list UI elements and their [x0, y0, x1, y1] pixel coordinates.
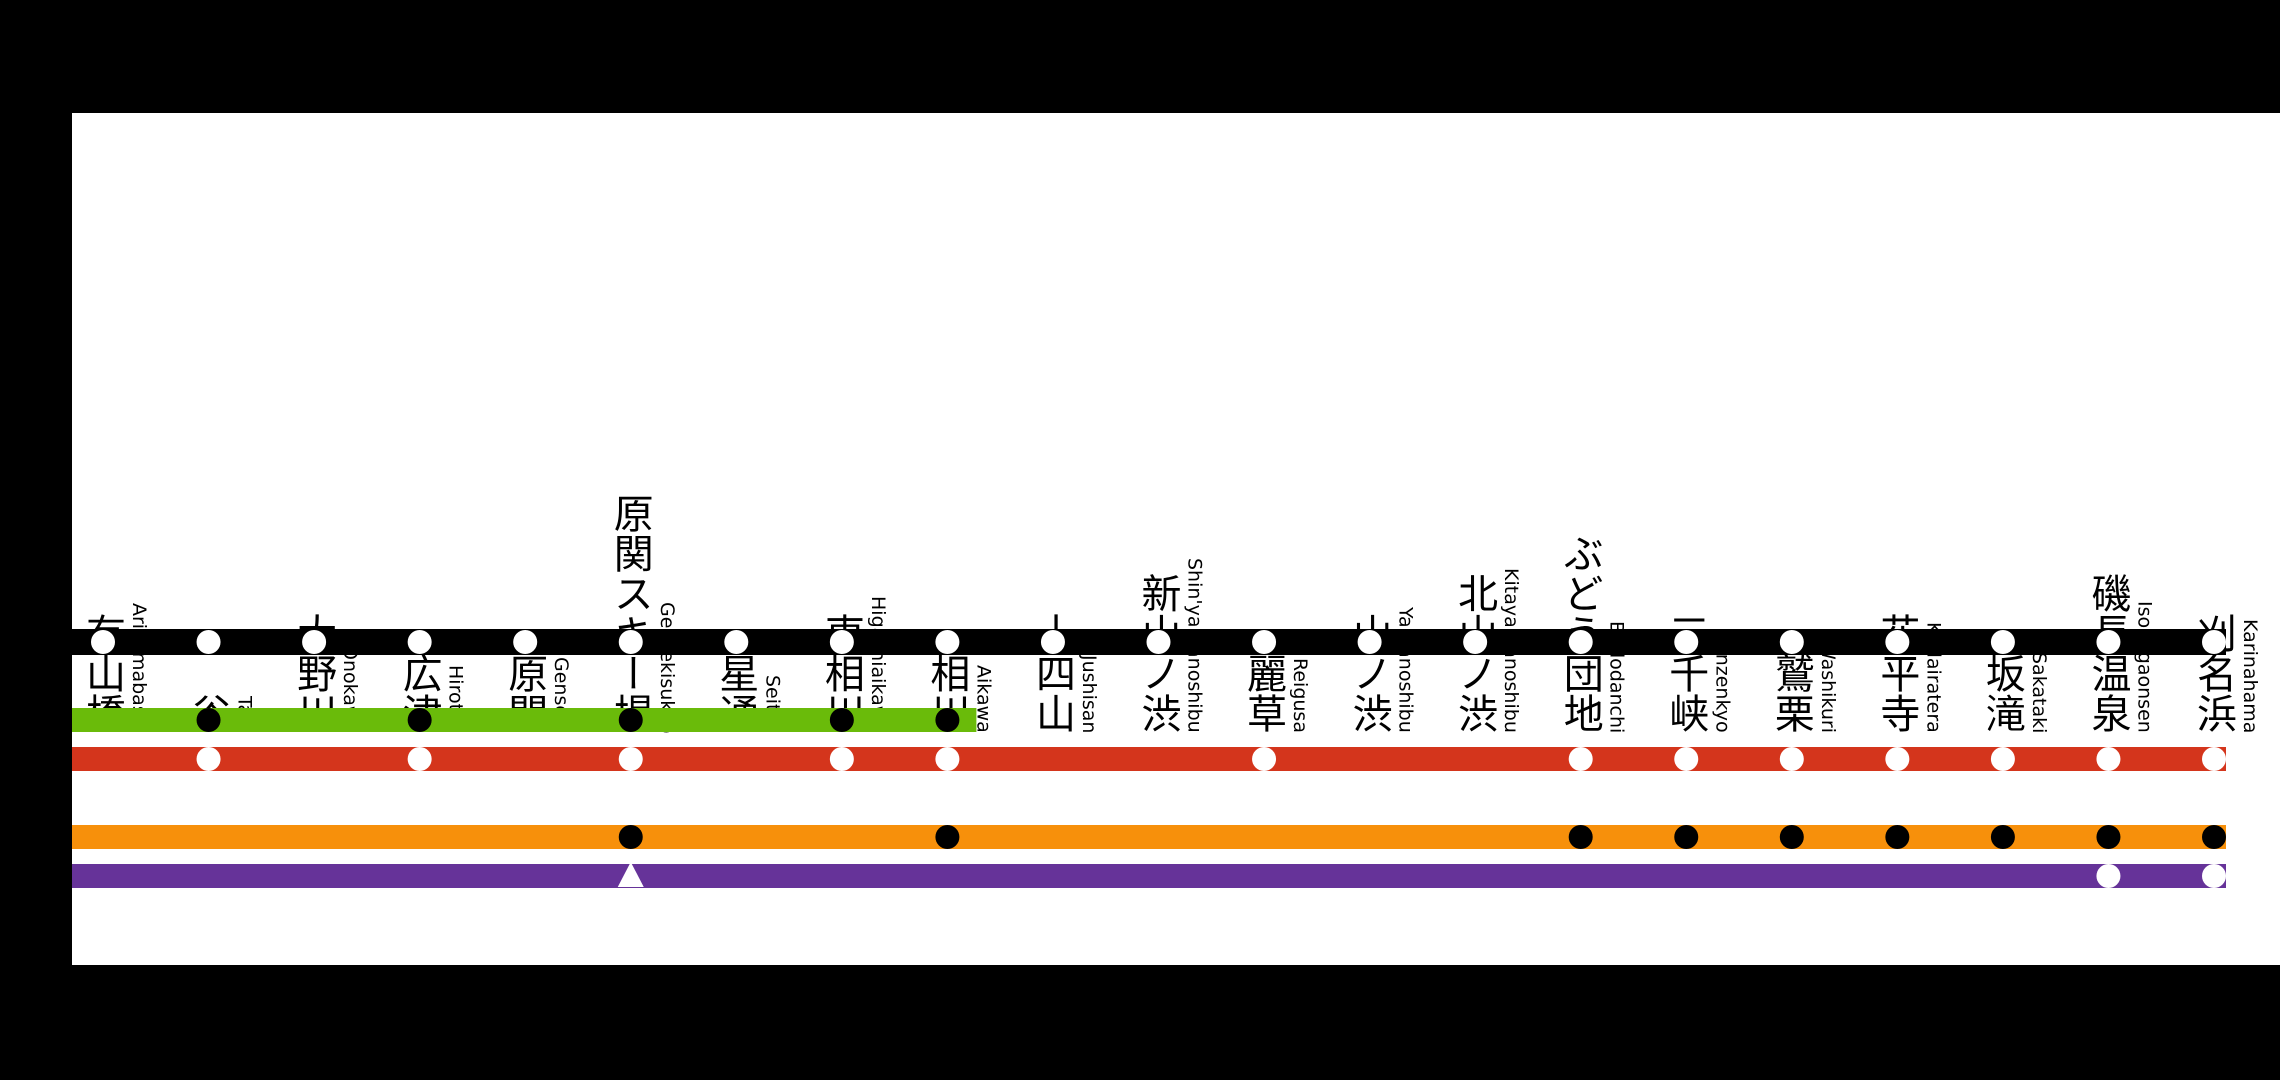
station-name-romaji: Sakataki — [2027, 651, 2050, 733]
main-stop-marker — [1463, 630, 1488, 654]
main-stop-marker — [302, 630, 327, 654]
purple-pass-marker — [617, 862, 644, 887]
red-stop-marker — [1252, 747, 1277, 771]
station-label: 鷲栗 Washikuri — [1737, 113, 1847, 733]
orange-stop-marker — [1674, 825, 1699, 849]
main-stop-marker — [618, 630, 643, 654]
red-stop-marker — [1568, 747, 1593, 771]
station-name-romaji: Washikuri — [1816, 641, 1839, 733]
orange-stop-marker — [1885, 825, 1910, 849]
orange-stop-marker — [1990, 825, 2015, 849]
orange-stop-marker — [935, 825, 960, 849]
red-stop-marker — [1990, 747, 2015, 771]
purple-service-line — [72, 864, 2226, 888]
main-stop-marker — [2202, 630, 2226, 654]
red-stop-marker — [2202, 747, 2226, 771]
orange-stop-marker — [618, 825, 643, 849]
station-name-ja: 原関スキー場 — [606, 493, 653, 733]
station-label: 麗草 Reigusa — [1209, 113, 1319, 733]
green-stop-marker — [196, 708, 221, 732]
green-stop-marker — [618, 708, 643, 732]
orange-stop-marker — [1568, 825, 1593, 849]
main-stop-marker — [1146, 630, 1171, 654]
main-stop-marker — [513, 630, 538, 654]
red-stop-marker — [935, 747, 960, 771]
purple-stop-marker — [2202, 864, 2226, 888]
green-service-line — [72, 708, 977, 732]
red-stop-marker — [618, 747, 643, 771]
orange-stop-marker — [1779, 825, 1804, 849]
main-stop-marker — [196, 630, 221, 654]
orange-stop-marker — [2202, 825, 2226, 849]
station-name-ja: 麗草 — [1240, 653, 1287, 733]
red-stop-marker — [196, 747, 221, 771]
main-stop-marker — [1040, 630, 1065, 654]
station-name-romaji: Reigusa — [1289, 658, 1312, 733]
red-stop-marker — [2096, 747, 2121, 771]
main-stop-marker — [1568, 630, 1593, 654]
green-stop-marker — [407, 708, 432, 732]
main-stop-marker — [1990, 630, 2015, 654]
main-stop-marker — [1779, 630, 1804, 654]
red-stop-marker — [1779, 747, 1804, 771]
station-name-ja: 坂滝 — [1978, 653, 2025, 733]
main-stop-marker — [407, 630, 432, 654]
green-stop-marker — [935, 708, 960, 732]
main-stop-marker — [1885, 630, 1910, 654]
station-name-romaji: Karinahama — [2239, 618, 2261, 733]
station-name-ja: 鷲栗 — [1767, 653, 1814, 733]
route-diagram — [72, 629, 2226, 888]
red-stop-marker — [1674, 747, 1699, 771]
red-stop-marker — [829, 747, 854, 771]
purple-stop-marker — [2096, 864, 2121, 888]
green-stop-marker — [829, 708, 854, 732]
main-stop-marker — [1674, 630, 1699, 654]
orange-stop-marker — [2096, 825, 2121, 849]
station-name-romaji: Sanzenkyo — [1711, 630, 1734, 733]
main-stop-marker — [91, 630, 115, 654]
station-name-romaji: Jushisan — [1077, 654, 1100, 733]
station-label: 坂滝 Sakataki — [1948, 113, 2058, 733]
route-diagram-panel: 有山橋Ariyamabashi谷Tani大野川Onokawa広津Hirotsu原… — [72, 113, 2280, 965]
red-stop-marker — [407, 747, 432, 771]
main-stop-marker — [1357, 630, 1382, 654]
main-stop-marker — [1252, 630, 1277, 654]
station-name-romaji: Aikawa — [972, 665, 995, 733]
orange-service-line — [72, 825, 2226, 849]
main-stop-marker — [724, 630, 749, 654]
main-stop-marker — [2096, 630, 2121, 654]
station-label: 原関スキー場 Gensekisukijo — [576, 113, 686, 733]
main-stop-marker — [829, 630, 854, 654]
red-stop-marker — [1885, 747, 1910, 771]
main-stop-marker — [935, 630, 960, 654]
